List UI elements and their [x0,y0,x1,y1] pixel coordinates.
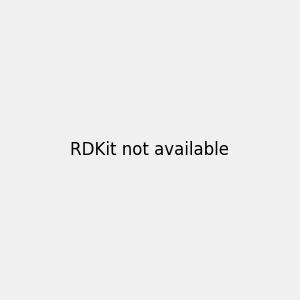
Text: RDKit not available: RDKit not available [70,141,230,159]
